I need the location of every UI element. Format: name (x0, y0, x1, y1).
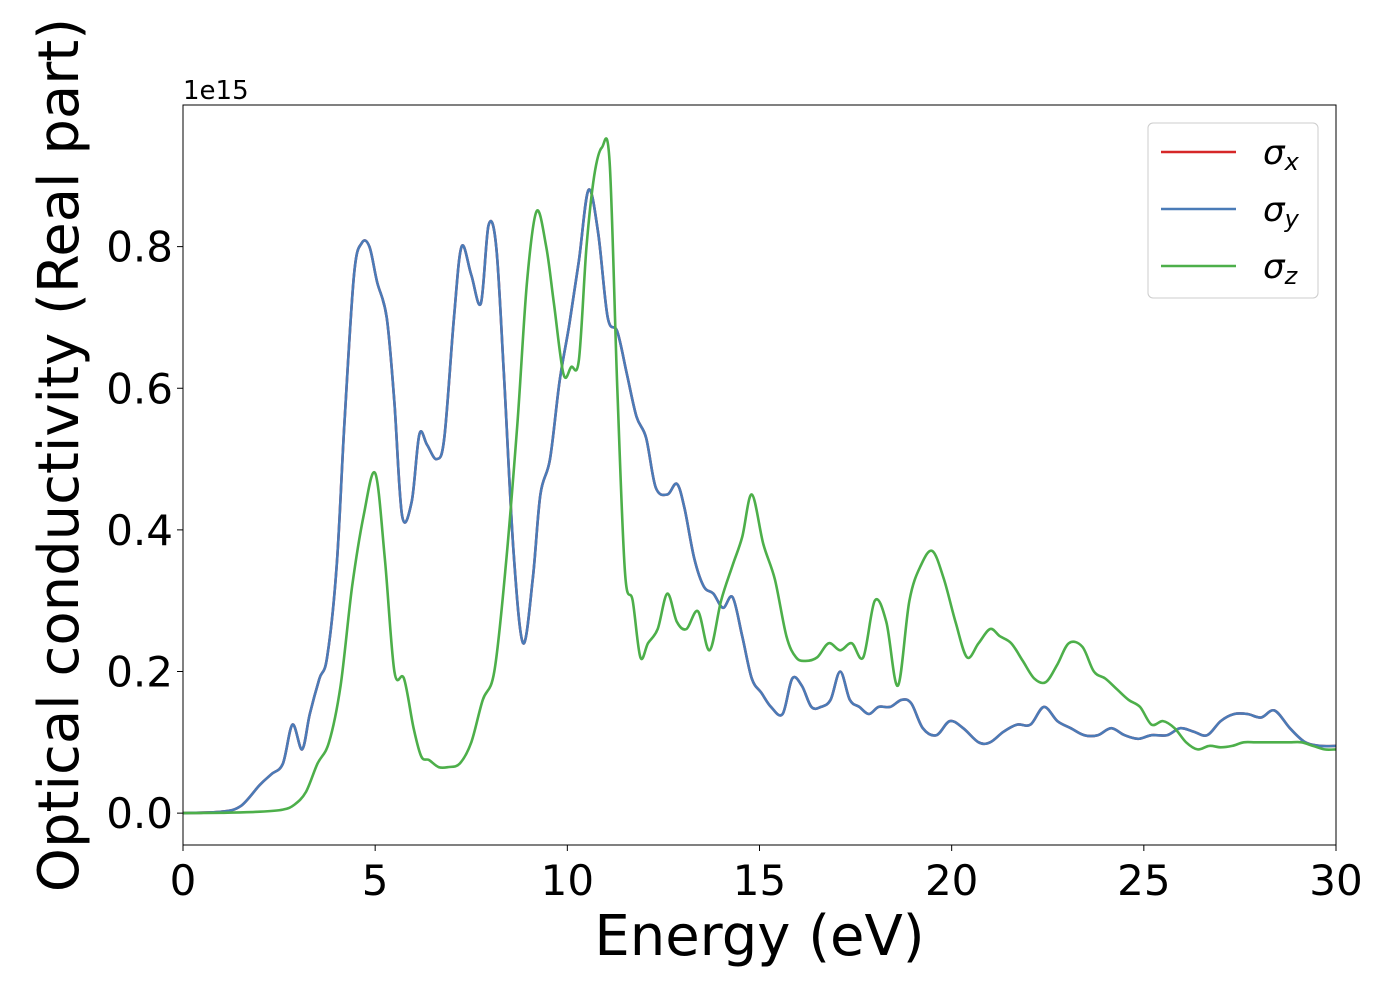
legend: σx σy σz (1147, 122, 1319, 299)
x-axis-ticks: 0 5 10 15 20 25 30 (170, 845, 1363, 905)
legend-label-x: σx (1263, 133, 1300, 176)
x-tick-label: 30 (1309, 856, 1362, 905)
x-tick-label: 5 (362, 856, 389, 905)
x-axis-title: Energy (eV) (594, 904, 924, 969)
series-layer (183, 137, 1336, 815)
y-axis-offset-text: 1e15 (183, 76, 249, 106)
x-tick-label: 10 (541, 856, 594, 905)
legend-label-y: σy (1263, 190, 1300, 233)
y-axis-ticks: 0.0 0.2 0.4 0.6 0.8 (106, 223, 183, 838)
x-tick-label: 0 (170, 856, 197, 905)
y-tick-label: 0.2 (106, 648, 173, 697)
x-tick-label: 20 (925, 856, 978, 905)
y-tick-label: 0.8 (106, 223, 173, 272)
x-tick-label: 15 (733, 856, 786, 905)
series-line-y (183, 188, 1336, 815)
y-tick-label: 0.6 (106, 364, 173, 413)
y-axis-title: Optical conductivity (Real part) (27, 18, 92, 892)
legend-box (1147, 122, 1319, 299)
y-tick-label: 0.0 (106, 789, 173, 838)
series-line-z (183, 137, 1336, 815)
x-tick-label: 25 (1117, 856, 1170, 905)
y-tick-label: 0.4 (106, 506, 173, 555)
legend-label-z: σz (1263, 247, 1299, 290)
